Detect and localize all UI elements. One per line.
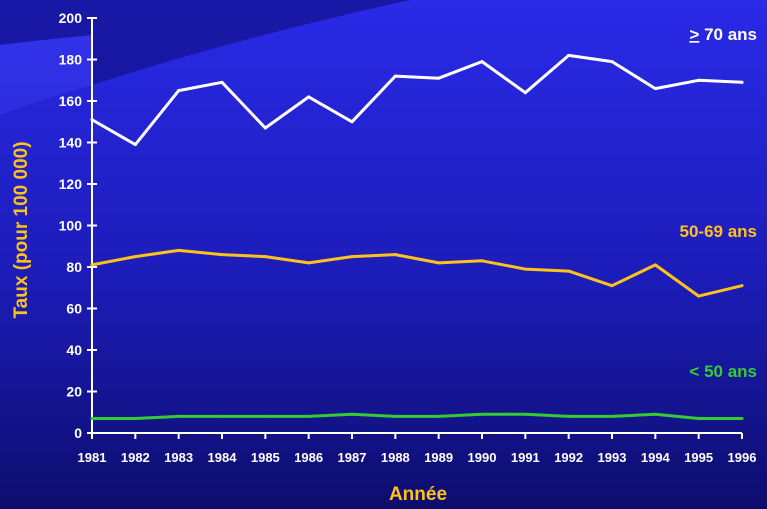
data-point — [523, 91, 527, 95]
data-point — [220, 414, 224, 418]
data-point — [133, 143, 137, 147]
y-tick-label: 120 — [59, 176, 83, 192]
data-point — [740, 284, 744, 288]
data-point — [437, 261, 441, 265]
data-point — [307, 261, 311, 265]
x-tick-label: 1984 — [208, 450, 238, 465]
data-point — [740, 80, 744, 84]
data-point — [133, 255, 137, 259]
background-swoosh — [0, 0, 410, 85]
data-point — [90, 416, 94, 420]
series-label-under-50: < 50 ans — [689, 362, 757, 381]
data-point — [307, 95, 311, 99]
series-line-2 — [90, 412, 744, 420]
series-label-over-70-prefix: > — [689, 25, 699, 44]
data-point — [393, 253, 397, 257]
data-point — [480, 60, 484, 64]
series-label-50-69: 50-69 ans — [680, 222, 758, 241]
data-point — [523, 412, 527, 416]
x-tick-label: 1992 — [554, 450, 583, 465]
axes: 0 20 40 60 80 100 120 140 160 180 200 1981 1982 1983 1… — [59, 10, 757, 465]
data-point — [480, 259, 484, 263]
data-point — [523, 267, 527, 271]
x-tick-label: 1994 — [641, 450, 671, 465]
data-point — [610, 60, 614, 64]
x-tick-label: 1983 — [164, 450, 193, 465]
y-tick-label: 0 — [74, 425, 82, 441]
data-point — [480, 412, 484, 416]
data-point — [350, 255, 354, 259]
data-point — [697, 78, 701, 82]
y-tick-label: 180 — [59, 52, 83, 68]
x-axis-title: Année — [389, 484, 447, 505]
data-point — [393, 74, 397, 78]
data-point — [90, 263, 94, 267]
x-tick-label: 1996 — [728, 450, 757, 465]
series-group — [90, 53, 744, 420]
data-point — [393, 414, 397, 418]
y-tick-label: 80 — [66, 259, 82, 275]
y-tick-label: 100 — [59, 218, 83, 234]
data-point — [177, 248, 181, 252]
data-point — [653, 263, 657, 267]
data-point — [90, 118, 94, 122]
data-point — [263, 255, 267, 259]
data-point — [697, 294, 701, 298]
y-tick-label: 40 — [66, 342, 82, 358]
data-point — [220, 80, 224, 84]
data-point — [177, 89, 181, 93]
x-tick-label: 1982 — [121, 450, 150, 465]
data-point — [740, 416, 744, 420]
data-point — [220, 253, 224, 257]
series-label-over-70: > 70 ans — [689, 25, 757, 44]
data-point — [610, 284, 614, 288]
x-tick-label: 1989 — [424, 450, 453, 465]
y-axis-title: Taux (pour 100 000) — [11, 141, 32, 318]
x-tick-label: 1991 — [511, 450, 540, 465]
data-point — [263, 414, 267, 418]
data-point — [437, 414, 441, 418]
data-point — [350, 412, 354, 416]
data-point — [350, 120, 354, 124]
x-tick-label: 1986 — [294, 450, 323, 465]
x-tick-label: 1990 — [468, 450, 497, 465]
series-label-over-70-rest: 70 ans — [699, 25, 757, 44]
y-tick-label: 20 — [66, 384, 82, 400]
x-tick-label: 1995 — [684, 450, 713, 465]
data-point — [307, 414, 311, 418]
y-tick-label: 200 — [59, 10, 83, 26]
data-point — [263, 126, 267, 130]
x-tick-label: 1988 — [381, 450, 410, 465]
data-point — [133, 416, 137, 420]
data-point — [653, 87, 657, 91]
x-tick-label: 1987 — [338, 450, 367, 465]
data-point — [610, 414, 614, 418]
y-tick-label: 140 — [59, 135, 83, 151]
data-point — [567, 269, 571, 273]
x-tick-label: 1993 — [598, 450, 627, 465]
data-point — [567, 53, 571, 57]
y-tick-label: 60 — [66, 301, 82, 317]
data-point — [177, 414, 181, 418]
y-tick-label: 160 — [59, 93, 83, 109]
x-tick-label: 1981 — [78, 450, 107, 465]
series-line-1 — [90, 248, 744, 298]
data-point — [567, 414, 571, 418]
x-tick-label: 1985 — [251, 450, 280, 465]
background-swoosh-light — [0, 35, 92, 115]
data-point — [437, 76, 441, 80]
data-point — [653, 412, 657, 416]
series-line-0 — [90, 53, 744, 147]
data-point — [697, 416, 701, 420]
